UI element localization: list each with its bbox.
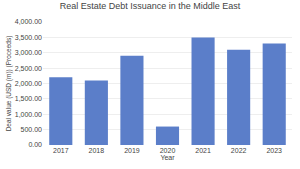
svg-text:500.00: 500.00 — [21, 126, 43, 133]
svg-text:1,500.00: 1,500.00 — [15, 95, 42, 102]
svg-text:4,000.00: 4,000.00 — [15, 18, 42, 25]
svg-text:3,000.00: 3,000.00 — [15, 49, 42, 56]
svg-text:2021: 2021 — [195, 147, 211, 154]
svg-text:2019: 2019 — [124, 147, 140, 154]
svg-text:2017: 2017 — [53, 147, 69, 154]
svg-text:2018: 2018 — [89, 147, 105, 154]
svg-text:Year: Year — [160, 154, 175, 161]
svg-text:3,500.00: 3,500.00 — [15, 34, 42, 41]
svg-text:1,000.00: 1,000.00 — [15, 111, 42, 118]
svg-text:2,500.00: 2,500.00 — [15, 65, 42, 72]
svg-text:Deal value (USD (m)) (Proceeds: Deal value (USD (m)) (Proceeds) — [5, 36, 13, 132]
svg-text:0.00: 0.00 — [28, 141, 42, 148]
svg-text:Real Estate Debt Issuance in t: Real Estate Debt Issuance in the Middle … — [60, 1, 241, 11]
svg-text:2023: 2023 — [266, 147, 282, 154]
svg-text:2022: 2022 — [231, 147, 247, 154]
svg-text:2020: 2020 — [160, 147, 176, 154]
svg-text:2,000.00: 2,000.00 — [15, 80, 42, 87]
